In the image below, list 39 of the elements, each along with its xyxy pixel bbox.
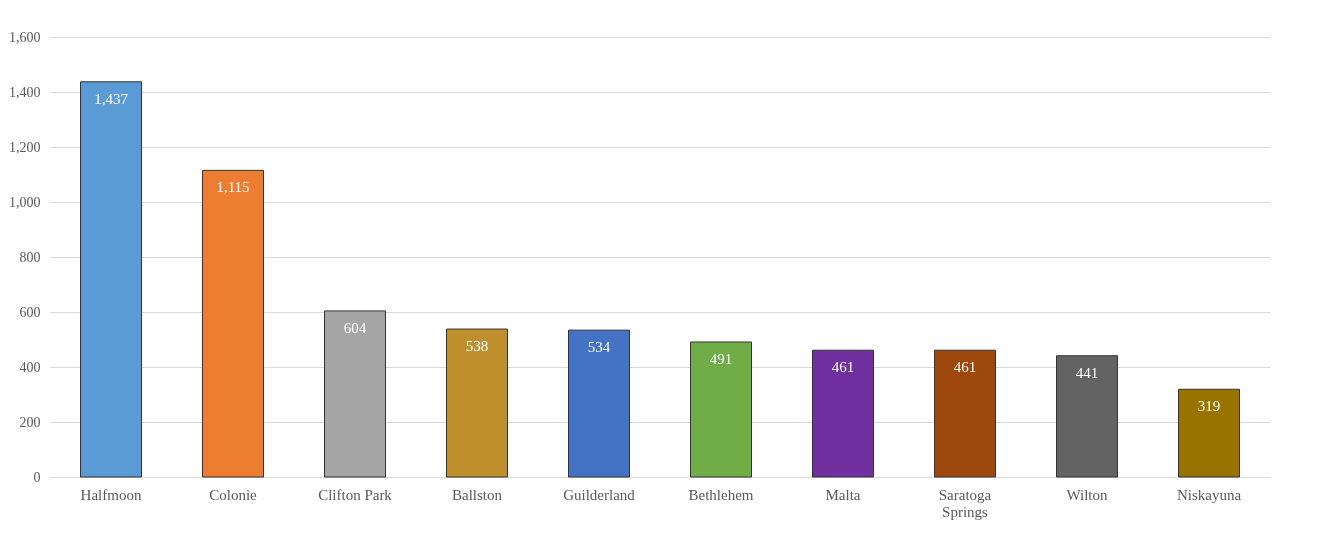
bar xyxy=(812,349,874,478)
data-label: 604 xyxy=(343,319,367,336)
bar xyxy=(1178,388,1240,478)
bar xyxy=(324,310,386,478)
y-tick-label: 1,000 xyxy=(9,194,41,210)
data-label: 441 xyxy=(1075,364,1099,381)
x-tick-label: Halfmoon xyxy=(80,486,142,503)
x-tick-label: Malta xyxy=(825,486,861,503)
y-tick-label: 600 xyxy=(19,304,41,320)
y-tick-label: 800 xyxy=(19,249,41,265)
bar xyxy=(690,341,752,478)
x-tick-label: Colonie xyxy=(209,486,258,503)
x-tick-label: Clifton Park xyxy=(318,486,393,503)
x-tick-label: Ballston xyxy=(451,486,503,503)
bar xyxy=(934,349,996,478)
data-label: 1,437 xyxy=(94,90,129,107)
bar xyxy=(1056,355,1118,478)
y-tick-label: 1,200 xyxy=(9,139,41,155)
x-tick-label: Bethlehem xyxy=(688,486,754,503)
y-tick-label: 1,600 xyxy=(9,29,41,45)
bar xyxy=(80,81,142,478)
bar xyxy=(568,329,630,478)
x-tick-label: Saratoga Springs xyxy=(938,486,992,520)
data-label: 461 xyxy=(831,359,855,376)
data-label: 491 xyxy=(709,350,733,367)
bar xyxy=(446,328,508,478)
y-tick-label: 400 xyxy=(19,359,41,375)
x-tick-label: Guilderland xyxy=(563,486,636,503)
data-label: 538 xyxy=(465,338,489,355)
y-tick-label: 200 xyxy=(19,414,41,430)
data-label: 534 xyxy=(587,339,611,356)
bar xyxy=(202,169,264,478)
data-label: 319 xyxy=(1197,398,1221,415)
x-tick-label: Wilton xyxy=(1066,486,1109,503)
data-label: 1,115 xyxy=(216,179,250,196)
data-label: 461 xyxy=(953,359,977,376)
y-tick-label: 1,400 xyxy=(9,84,41,100)
y-tick-label: 0 xyxy=(33,469,41,485)
x-tick-label: Niskayuna xyxy=(1176,486,1242,503)
